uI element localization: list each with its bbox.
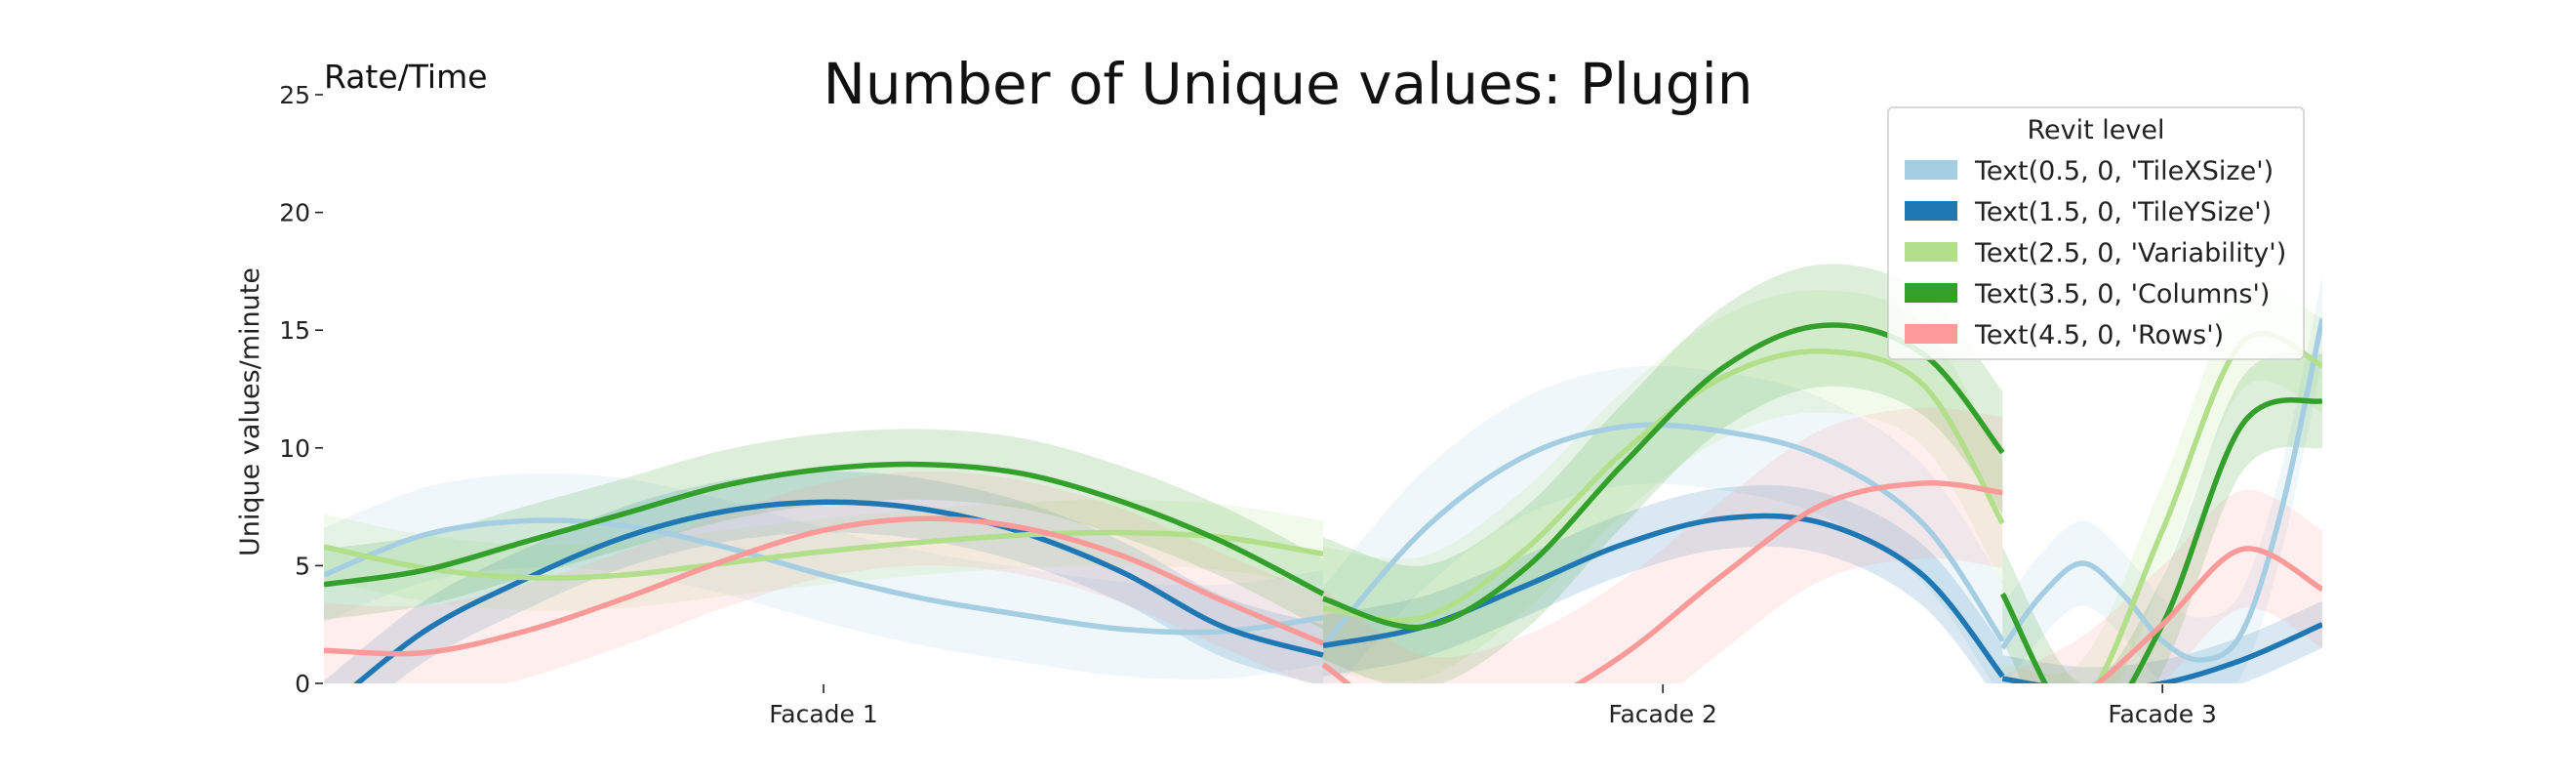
line-series-1-segment-3 bbox=[2000, 317, 2322, 663]
legend-swatch-4 bbox=[1905, 283, 1957, 303]
band-series-5-segment-3 bbox=[2002, 489, 2322, 683]
band-series-3-segment-3 bbox=[2002, 286, 2322, 683]
y-tick-label-2: 5 bbox=[295, 552, 310, 580]
band-series-2-segment-2 bbox=[1323, 485, 2003, 683]
line-series-5-segment-3 bbox=[2093, 546, 2322, 683]
y-axis-label: Unique values/minute bbox=[235, 267, 265, 556]
legend-label-5: Text(4.5, 0, 'Rows') bbox=[1974, 320, 2224, 350]
legend-label-2: Text(1.5, 0, 'TileYSize') bbox=[1974, 197, 2272, 227]
legend-label-3: Text(2.5, 0, 'Variability') bbox=[1974, 238, 2286, 268]
y-tick-label-3: 10 bbox=[279, 434, 310, 463]
band-series-3-segment-1 bbox=[324, 499, 1323, 611]
corner-label: Rate/Time bbox=[324, 58, 488, 96]
legend-swatch-5 bbox=[1905, 324, 1957, 344]
legend-frame bbox=[1887, 106, 2305, 360]
band-series-4-segment-3 bbox=[2002, 352, 2322, 683]
legend-swatch-2 bbox=[1905, 201, 1957, 221]
line-series-4-segment-1 bbox=[324, 461, 1325, 596]
line-series-3-segment-1 bbox=[324, 529, 1324, 581]
band-series-4-segment-1 bbox=[324, 429, 1323, 630]
line-series-5-segment-2 bbox=[1321, 479, 2003, 683]
band-series-1-segment-2 bbox=[1323, 365, 2003, 683]
line-series-1-segment-1 bbox=[324, 517, 1324, 636]
line-series-2-segment-1 bbox=[353, 499, 1324, 683]
y-tick-label-5: 20 bbox=[279, 199, 310, 227]
y-tick-label-1: 0 bbox=[295, 670, 310, 698]
band-series-3-segment-2 bbox=[1323, 290, 2003, 682]
axes: 0 5 10 15 20 25 Facade 1 Facade 2 Facade 3 bbox=[279, 81, 2217, 728]
chart-title: Number of Unique values: Plugin bbox=[824, 51, 1753, 117]
x-tick-label-2: Facade 2 bbox=[1608, 700, 1717, 728]
band-series-2-segment-1 bbox=[324, 471, 1323, 683]
y-tick-label-6: 25 bbox=[279, 81, 310, 109]
legend-label-4: Text(3.5, 0, 'Columns') bbox=[1974, 279, 2270, 309]
x-tick-label-1: Facade 1 bbox=[769, 700, 878, 728]
legend-swatch-1 bbox=[1905, 160, 1957, 180]
line-series-2-segment-3 bbox=[2001, 622, 2322, 683]
legend-label-1: Text(0.5, 0, 'TileXSize') bbox=[1974, 156, 2274, 186]
band-series-1-segment-3 bbox=[2002, 275, 2322, 683]
legend: Revit level Text(0.5, 0, 'TileXSize') Tex… bbox=[1887, 106, 2305, 360]
y-tick-label-4: 15 bbox=[279, 316, 310, 345]
series-lines bbox=[324, 317, 2322, 683]
x-tick-label-3: Facade 3 bbox=[2108, 700, 2217, 728]
band-series-5-segment-2 bbox=[1323, 407, 2003, 683]
band-series-2-segment-3 bbox=[2002, 600, 2322, 683]
legend-title: Revit level bbox=[2027, 115, 2164, 145]
line-series-5-segment-1 bbox=[324, 515, 1325, 657]
legend-swatch-3 bbox=[1905, 242, 1957, 262]
line-series-1-segment-2 bbox=[1320, 422, 2005, 648]
